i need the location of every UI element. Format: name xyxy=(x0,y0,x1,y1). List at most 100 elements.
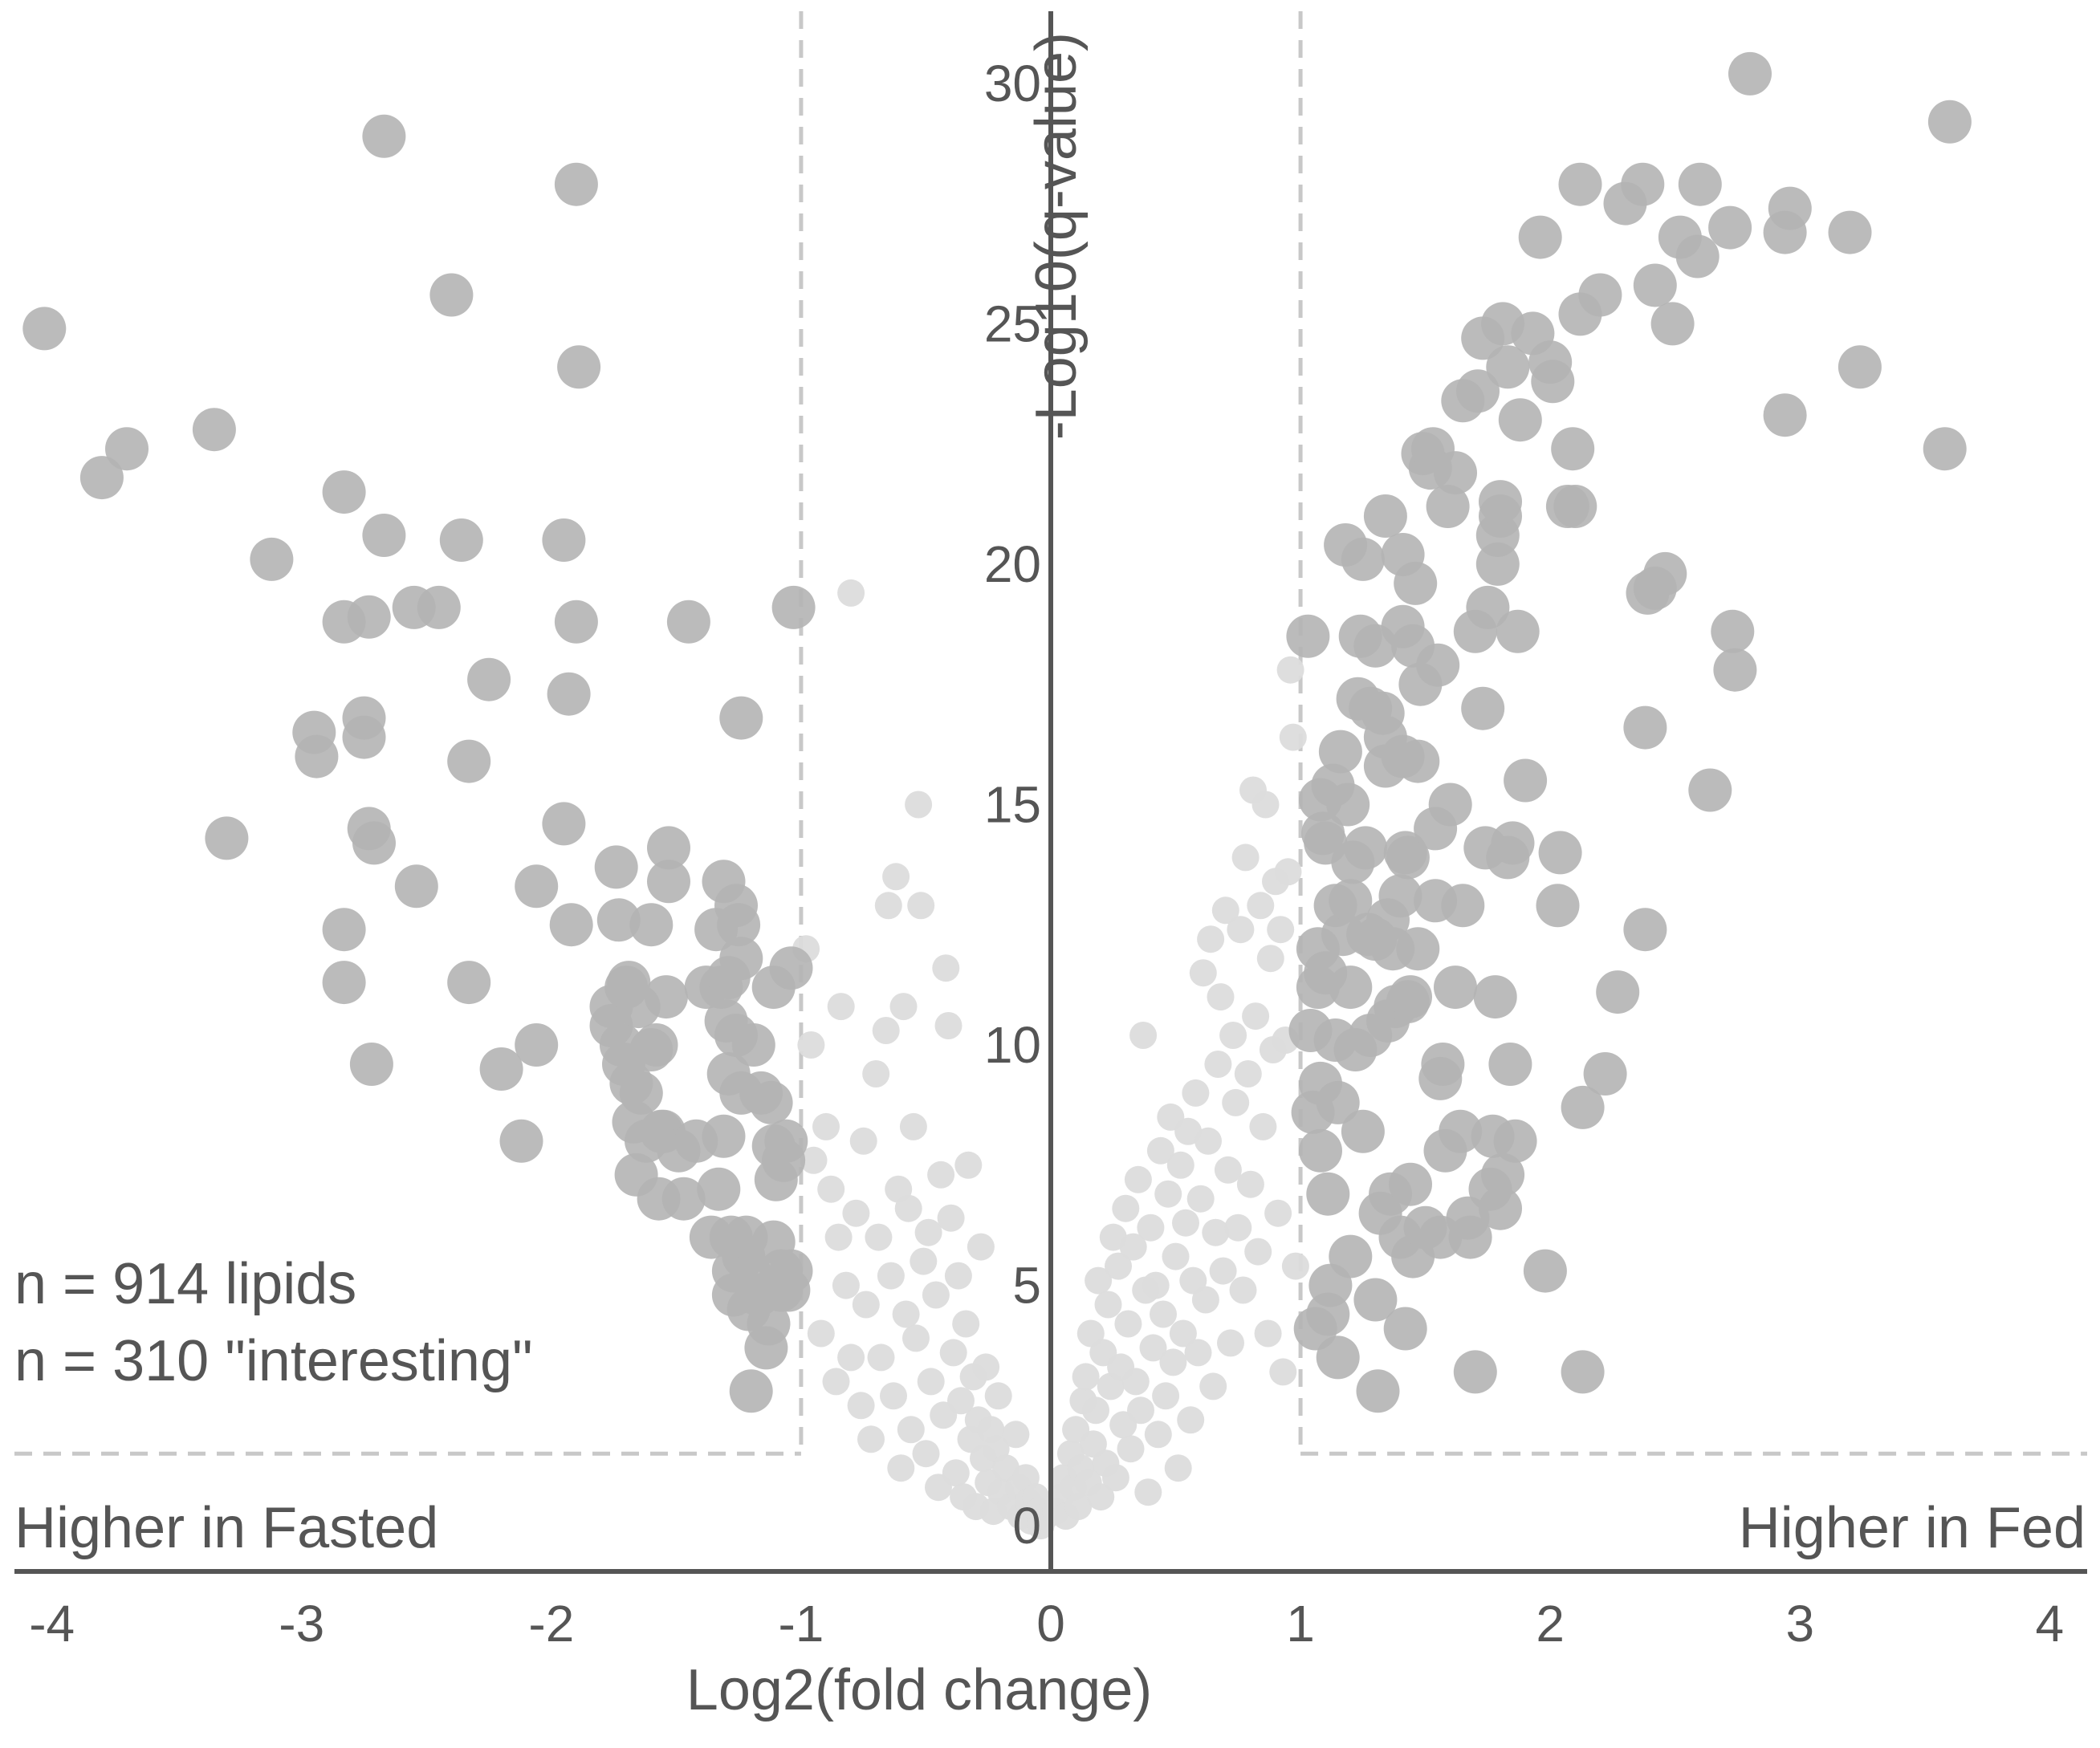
data-point xyxy=(822,1368,850,1396)
threshold-lines xyxy=(14,11,2087,1456)
data-point xyxy=(847,1392,875,1420)
data-point xyxy=(880,1382,907,1410)
data-point xyxy=(1426,485,1470,528)
data-point xyxy=(1643,551,1687,596)
data-point xyxy=(1242,1002,1270,1031)
data-point xyxy=(872,1017,900,1044)
data-point xyxy=(1329,1234,1373,1278)
data-point xyxy=(1486,345,1530,389)
data-point xyxy=(1224,1213,1252,1242)
data-point xyxy=(1251,791,1280,819)
data-point xyxy=(547,672,591,716)
data-point xyxy=(1299,1128,1342,1173)
data-point xyxy=(1137,1213,1165,1242)
data-point xyxy=(1488,1043,1532,1086)
axes xyxy=(14,11,2087,1574)
data-point xyxy=(250,537,294,581)
data-point xyxy=(1561,1350,1605,1394)
data-point xyxy=(749,1080,793,1124)
data-point xyxy=(1481,1152,1525,1197)
data-point xyxy=(769,946,813,990)
data-point xyxy=(322,908,366,952)
data-point xyxy=(1329,965,1373,1010)
data-point xyxy=(1675,234,1719,278)
x-tick-label: 1 xyxy=(1286,1595,1315,1652)
data-point xyxy=(867,1344,895,1372)
data-point xyxy=(1389,975,1432,1019)
y-tick-label: 0 xyxy=(1012,1497,1041,1555)
data-point xyxy=(554,162,598,206)
data-point xyxy=(1194,1127,1222,1155)
data-point xyxy=(549,903,593,947)
data-point xyxy=(1356,1369,1400,1413)
data-point xyxy=(499,1119,543,1163)
data-point xyxy=(1363,494,1407,538)
data-point xyxy=(1596,970,1640,1014)
data-point xyxy=(1177,1406,1205,1434)
data-point xyxy=(362,514,406,557)
data-point xyxy=(1713,648,1757,692)
data-point xyxy=(1428,783,1472,827)
data-point xyxy=(1466,585,1510,629)
data-point xyxy=(731,1023,775,1067)
data-point xyxy=(1214,1156,1242,1184)
data-point xyxy=(1316,1080,1360,1124)
data-point xyxy=(596,898,641,942)
data-point xyxy=(952,1310,980,1338)
data-point xyxy=(1286,614,1330,658)
data-point xyxy=(1583,1052,1627,1096)
data-point xyxy=(939,1339,967,1367)
data-point xyxy=(697,1167,741,1211)
data-point xyxy=(1621,162,1665,206)
data-point xyxy=(1396,927,1440,971)
data-point xyxy=(837,579,865,607)
data-point xyxy=(634,1023,678,1067)
data-point xyxy=(429,273,474,317)
data-point xyxy=(764,1119,808,1163)
data-point xyxy=(1164,1454,1192,1482)
data-point xyxy=(837,1344,865,1372)
n-total-annotation: n = 914 lipids xyxy=(14,1252,356,1316)
data-point xyxy=(1688,768,1732,812)
data-point xyxy=(1708,205,1752,250)
data-point xyxy=(910,1247,938,1275)
data-point xyxy=(1496,609,1540,653)
data-point xyxy=(1711,609,1755,653)
data-point xyxy=(1518,215,1562,259)
x-tick-label: 2 xyxy=(1536,1595,1565,1652)
data-point xyxy=(644,975,688,1019)
data-point xyxy=(1318,730,1362,774)
data-point xyxy=(1421,1043,1465,1086)
data-point xyxy=(394,864,438,909)
data-point xyxy=(862,1060,890,1087)
data-point xyxy=(1838,345,1882,389)
data-point xyxy=(1064,1493,1093,1521)
data-point xyxy=(1236,1170,1264,1198)
data-point xyxy=(467,657,511,701)
data-point xyxy=(1306,1172,1350,1216)
y-tick-label: 5 xyxy=(1012,1257,1041,1315)
data-point xyxy=(1678,162,1722,206)
data-point xyxy=(1558,162,1602,206)
data-point xyxy=(717,903,761,947)
data-point xyxy=(1396,739,1440,783)
y-tick-label: 10 xyxy=(984,1016,1041,1074)
data-point xyxy=(797,1031,825,1059)
data-point xyxy=(515,1023,559,1067)
data-point xyxy=(1244,1238,1272,1266)
data-point xyxy=(1144,1421,1172,1449)
data-point xyxy=(1162,1242,1190,1270)
data-point xyxy=(1229,1276,1257,1304)
data-point xyxy=(954,1151,983,1179)
y-tick-label: 20 xyxy=(984,535,1041,593)
data-point xyxy=(807,1319,835,1348)
data-point xyxy=(1383,1307,1427,1351)
data-point xyxy=(1002,1421,1030,1449)
data-point xyxy=(729,1369,773,1413)
data-point xyxy=(1211,896,1239,925)
data-point xyxy=(857,1425,885,1453)
data-point xyxy=(1493,1119,1537,1163)
data-point xyxy=(842,1199,870,1227)
data-point xyxy=(932,954,960,982)
data-point xyxy=(927,1161,955,1189)
